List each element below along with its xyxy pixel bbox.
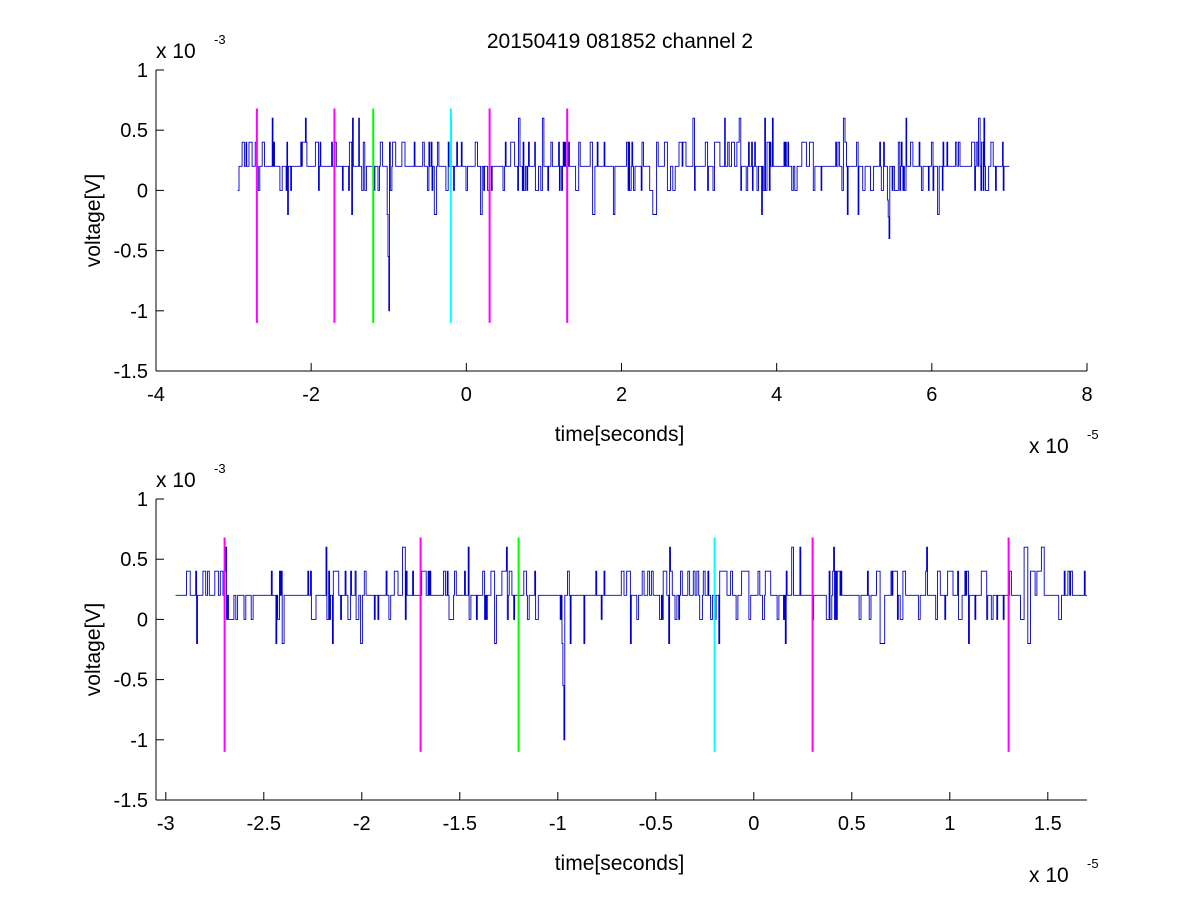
y-tick-label: -0.5	[114, 241, 148, 263]
x-tick-label: 0	[461, 384, 472, 406]
x-tick-label: -1.5	[443, 813, 477, 835]
x-tick-label: 1	[944, 813, 955, 835]
y-tick-label: -1	[130, 730, 148, 752]
y-tick-label: 1	[137, 489, 148, 511]
x-tick-label: 1.5	[1034, 813, 1062, 835]
x-multiplier-label: x 10	[1029, 864, 1069, 887]
y-multiplier-label: x 10	[156, 469, 196, 492]
x-axis-label: time[seconds]	[555, 852, 685, 875]
y-tick-label: -1	[130, 301, 148, 323]
x-tick-label: -3	[157, 813, 175, 835]
y-tick-label: -1.5	[114, 790, 148, 812]
x-tick-label: -2.5	[247, 813, 281, 835]
figure-title: 20150419 081852 channel 2	[487, 30, 753, 53]
y-tick-label: 0	[137, 180, 148, 202]
top-subplot: -4 -2 0 2 4 6 8 -1.5 -1 -0.5 0 0.5 1 time[seconds] vol…	[82, 32, 1099, 458]
y-tick-label: -0.5	[114, 670, 148, 692]
x-tick-label: -2	[302, 384, 320, 406]
voltage-trace	[237, 117, 1010, 312]
x-tick-label: -0.5	[639, 813, 673, 835]
x-multiplier-label: x 10	[1029, 435, 1069, 458]
y-tick-label: -1.5	[114, 361, 148, 383]
x-tick-label: 2	[616, 384, 627, 406]
y-tick-label: 0	[137, 609, 148, 631]
bottom-subplot: -3 -2.5 -2 -1.5 -1 -0.5 0 0.5 1 1.5 -1.5 -1 -0.5 0 0.5…	[82, 461, 1099, 887]
x-multiplier-exponent: -5	[1087, 427, 1099, 442]
y-multiplier-exponent: -3	[214, 32, 226, 47]
x-tick-label: 8	[1081, 384, 1092, 406]
x-tick-label: -2	[353, 813, 371, 835]
x-tick-label: -4	[147, 384, 165, 406]
x-tick-label: 0.5	[838, 813, 866, 835]
x-tick-label: 0	[748, 813, 759, 835]
voltage-trace	[175, 546, 1087, 741]
x-tick-label: -1	[549, 813, 567, 835]
y-tick-label: 0.5	[120, 120, 148, 142]
y-tick-label: 1	[137, 60, 148, 82]
y-tick-label: 0.5	[120, 549, 148, 571]
x-axis-label: time[seconds]	[555, 423, 685, 446]
x-multiplier-exponent: -5	[1087, 856, 1099, 871]
y-axis-label: voltage[V]	[82, 603, 105, 696]
y-multiplier-exponent: -3	[214, 461, 226, 476]
x-tick-label: 6	[926, 384, 937, 406]
y-axis-label: voltage[V]	[82, 174, 105, 267]
y-multiplier-label: x 10	[156, 40, 196, 63]
x-tick-label: 4	[771, 384, 782, 406]
